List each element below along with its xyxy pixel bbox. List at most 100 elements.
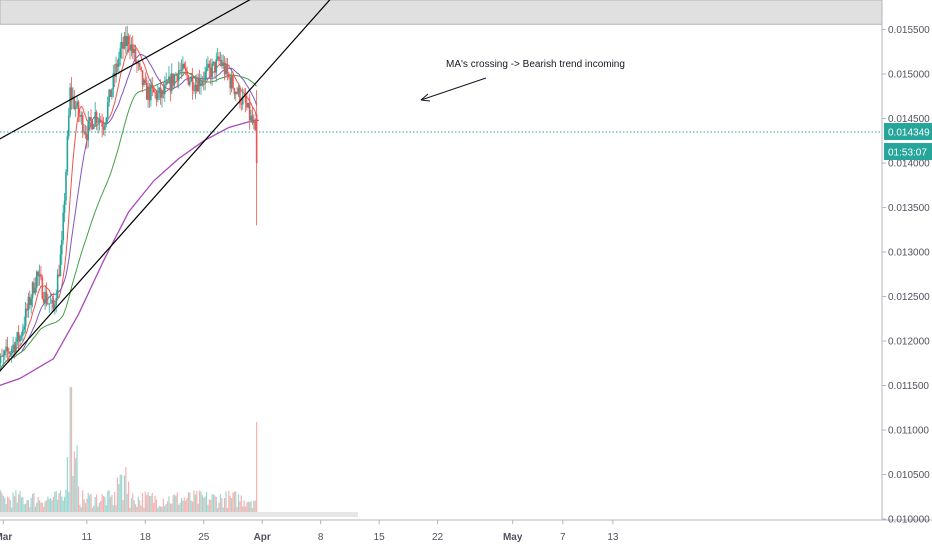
candle-body bbox=[195, 84, 198, 92]
volume-bar bbox=[242, 506, 244, 512]
candle-body bbox=[222, 62, 225, 66]
volume-bar bbox=[153, 503, 155, 512]
candle-body bbox=[204, 71, 206, 82]
volume-bar bbox=[180, 498, 183, 512]
candle-body bbox=[104, 124, 106, 130]
candle-body bbox=[218, 56, 220, 61]
volume-bar bbox=[55, 490, 57, 512]
volume-bar bbox=[114, 491, 116, 512]
volume-bar bbox=[25, 503, 27, 512]
candle-body bbox=[9, 352, 12, 354]
volume-bar bbox=[26, 499, 28, 512]
volume-bar bbox=[52, 496, 55, 512]
candle-body bbox=[226, 64, 229, 74]
candle-body bbox=[236, 92, 238, 94]
candle-body bbox=[37, 271, 39, 277]
candle-body bbox=[200, 83, 202, 87]
candle-body bbox=[70, 87, 73, 100]
volume-bar bbox=[126, 493, 128, 512]
volume-bar bbox=[19, 491, 21, 512]
volume-bar bbox=[129, 507, 131, 512]
candle-body bbox=[212, 61, 215, 64]
candle-body bbox=[66, 136, 69, 172]
volume-bar bbox=[253, 500, 255, 512]
candle-body bbox=[0, 355, 2, 364]
candle-body bbox=[172, 73, 174, 85]
candle-body bbox=[48, 303, 51, 305]
candle-body bbox=[22, 329, 24, 336]
volume-bar bbox=[105, 505, 107, 512]
volume-bar bbox=[212, 494, 215, 512]
volume-bar bbox=[79, 504, 81, 512]
volume-bar bbox=[89, 495, 91, 512]
candle-body bbox=[2, 354, 5, 357]
ma-slow-line bbox=[0, 71, 257, 371]
volume-bar bbox=[225, 491, 227, 512]
candle-body bbox=[91, 121, 94, 130]
volume-bar bbox=[232, 492, 234, 512]
candle-body bbox=[161, 90, 163, 98]
candle-body bbox=[17, 332, 20, 342]
x-tick-label: Mar bbox=[0, 532, 12, 543]
candle-body bbox=[23, 326, 26, 330]
candle-body bbox=[126, 36, 129, 47]
volume-bar bbox=[236, 507, 238, 512]
candle-body bbox=[115, 63, 117, 77]
volume-bar bbox=[86, 498, 88, 512]
candle-body bbox=[13, 344, 16, 353]
volume-bar bbox=[36, 502, 38, 512]
candle-body bbox=[33, 282, 35, 293]
y-tick-label: 0.011500 bbox=[888, 381, 929, 392]
candle-body bbox=[151, 84, 154, 89]
candle-body bbox=[148, 86, 151, 101]
x-tick-label: 22 bbox=[432, 532, 444, 543]
volume-bar bbox=[218, 502, 220, 512]
volume-bar bbox=[211, 494, 213, 512]
y-tick-label: 0.015000 bbox=[888, 70, 930, 81]
volume-bar bbox=[251, 507, 254, 512]
y-tick-label: 0.013500 bbox=[888, 203, 930, 214]
volume-bar bbox=[50, 498, 52, 512]
volume-bar bbox=[136, 506, 138, 512]
ma-long-line bbox=[0, 119, 259, 387]
volume-bar bbox=[155, 499, 158, 512]
volume-bar bbox=[31, 493, 34, 512]
volume-bar bbox=[102, 495, 105, 512]
volume-bar bbox=[43, 506, 45, 512]
volume-bar bbox=[128, 481, 130, 512]
candle-body bbox=[214, 61, 216, 73]
volume-bar bbox=[44, 501, 46, 512]
volume-bar bbox=[221, 497, 223, 512]
x-tick-label: 15 bbox=[374, 532, 386, 543]
volume-bar bbox=[94, 496, 96, 512]
volume-bar bbox=[63, 496, 66, 512]
candle-body bbox=[157, 92, 159, 100]
candle-body bbox=[247, 102, 250, 108]
candle-body bbox=[106, 102, 109, 118]
candle-body bbox=[205, 67, 208, 72]
volume-bar bbox=[6, 496, 9, 512]
volume-bar bbox=[150, 495, 152, 512]
volume-bar bbox=[59, 490, 62, 512]
volume-bar bbox=[8, 497, 10, 512]
volume-bar bbox=[100, 500, 102, 512]
candle-body bbox=[229, 77, 231, 89]
volume-bar bbox=[186, 498, 188, 512]
volume-bar bbox=[20, 497, 23, 512]
candle-body bbox=[30, 298, 32, 306]
candle-body bbox=[144, 79, 147, 84]
volume-bar bbox=[162, 498, 164, 512]
candle-body bbox=[51, 299, 53, 303]
volume-bar bbox=[16, 502, 18, 512]
x-tick-label: May bbox=[503, 532, 523, 543]
volume-bar bbox=[168, 496, 170, 512]
candle-body bbox=[133, 48, 135, 53]
candle-body bbox=[255, 114, 258, 164]
y-tick-label: 0.013000 bbox=[888, 248, 930, 259]
volume-bar bbox=[228, 490, 230, 512]
candle-body bbox=[137, 63, 140, 65]
candle-body bbox=[111, 89, 113, 97]
volume-bar bbox=[101, 494, 103, 512]
y-tick-label: 0.010500 bbox=[888, 470, 930, 481]
candle-body bbox=[202, 80, 205, 82]
